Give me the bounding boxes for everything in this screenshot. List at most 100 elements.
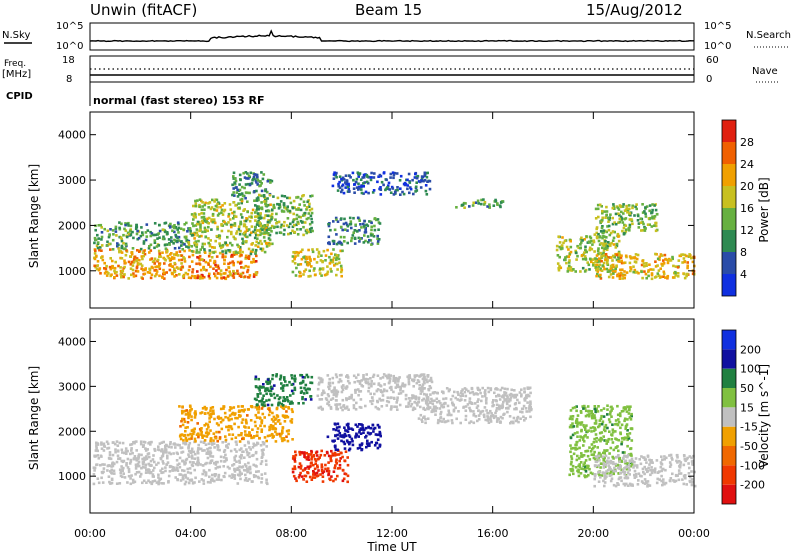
scatter-cell [178,405,181,408]
scatter-cell [212,442,216,445]
station-title: Unwin (fitACF) [90,1,197,19]
scatter-cell [501,405,504,409]
scatter-cell [328,377,331,381]
scatter-cell [606,468,610,472]
scatter-cell [330,449,333,453]
scatter-cell [599,273,602,277]
scatter-cell [291,270,295,274]
nsearch-tick-bottom: 10^0 [704,41,731,52]
scatter-cell [683,454,686,458]
scatter-cell [231,260,235,263]
scatter-cell [241,241,244,245]
scatter-cell [196,274,200,277]
beam-title: Beam 15 [355,1,422,19]
scatter-cell [107,243,111,246]
scatter-cell [299,274,302,278]
scatter-cell [683,276,687,280]
scatter-cell [581,405,584,408]
scatter-cell [643,210,646,213]
scatter-cell [653,471,657,474]
scatter-cell [213,200,216,203]
scatter-cell [226,465,230,469]
scatter-cell [611,276,615,279]
scatter-cell [317,469,320,472]
scatter-cell [569,239,572,243]
scatter-cell [144,268,147,272]
scatter-cell [190,455,194,459]
scatter-cell [424,399,428,402]
scatter-cell [622,203,625,206]
scatter-cell [501,394,505,397]
scatter-cell [344,406,347,410]
scatter-cell [299,271,302,275]
scatter-cell [263,472,267,475]
scatter-cell [625,204,628,208]
scatter-cell [274,440,278,443]
scatter-cell [304,474,308,478]
scatter-cell [331,390,334,394]
scatter-cell [335,394,338,397]
scatter-cell [339,457,342,460]
scatter-cell [320,463,324,466]
scatter-cell [200,234,203,238]
scatter-cell [194,224,198,227]
scatter-cell [597,257,601,260]
scatter-cell [607,275,611,279]
scatter-cell [647,217,651,220]
scatter-cell [173,261,176,265]
scatter-cell [362,182,365,185]
scatter-cell [663,253,667,257]
scatter-cell [234,237,237,241]
scatter-cell [563,239,567,243]
scatter-cell [293,262,297,265]
scatter-cell [328,477,331,481]
scatter-cell [598,235,602,238]
scatter-cell [647,269,650,272]
scatter-cell [607,220,610,223]
scatter-cell [215,209,219,212]
scatter-cell [260,477,264,480]
scatter-cell [239,262,242,265]
scatter-cell [569,436,573,440]
scatter-cell [335,233,338,236]
scatter-cell [196,270,199,273]
scatter-cell [241,237,244,241]
scatter-cell [185,409,188,412]
scatter-cell [260,386,263,389]
scatter-cell [265,463,268,466]
scatter-cell [166,456,169,460]
scatter-cell [611,216,614,220]
scatter-cell [338,425,341,429]
scatter-cell [194,240,198,243]
scatter-cell [255,398,258,402]
scatter-cell [439,412,442,416]
scatter-cell [377,238,381,241]
scatter-cell [422,416,425,419]
scatter-cell [120,237,123,241]
scatter-cell [617,252,620,256]
scatter-cell [614,437,617,440]
scatter-cell [246,191,249,195]
scatter-cell [246,453,249,457]
scatter-cell [208,475,211,479]
scatter-cell [246,479,249,482]
scatter-cell [376,407,379,410]
scatter-cell [155,481,159,484]
scatter-cell [347,426,350,429]
scatter-cell [213,221,217,225]
scatter-cell [633,469,637,473]
scatter-cell [263,436,267,439]
scatter-cell [615,244,619,248]
scatter-cell [313,267,316,270]
scatter-cell [291,220,295,224]
scatter-cell [373,172,376,175]
scatter-cell [194,213,197,216]
scatter-cell [648,209,651,213]
scatter-cell [199,268,203,272]
scatter-cell [214,436,218,440]
scatter-cell [201,276,204,280]
scatter-cell [188,441,192,445]
scatter-cell [422,375,426,379]
